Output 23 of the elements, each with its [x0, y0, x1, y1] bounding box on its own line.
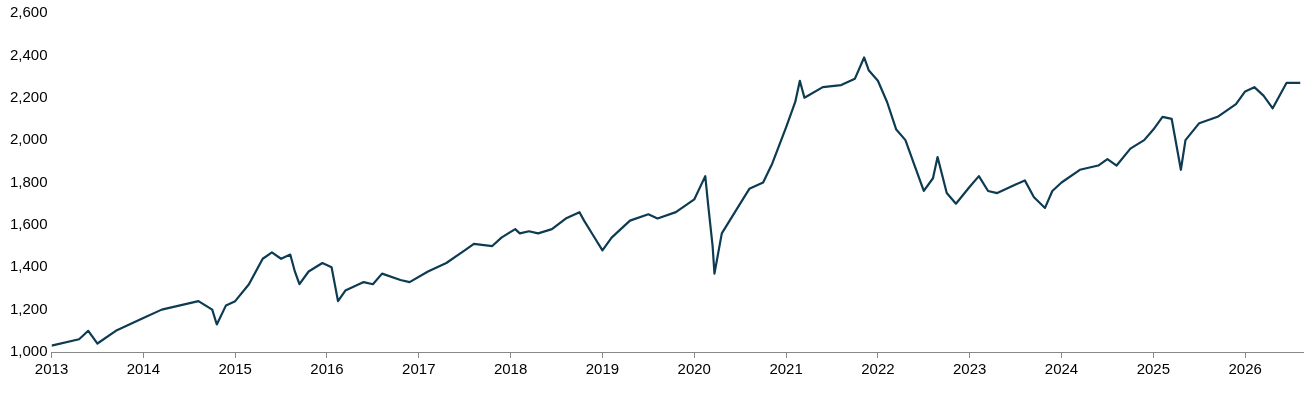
x-tick-label: 2016 [310, 360, 344, 378]
y-tick-label: 1,000 [9, 342, 48, 360]
x-tick-label: 2021 [769, 360, 803, 378]
x-tick-label: 2014 [126, 360, 161, 378]
y-tick-label: 1,400 [9, 257, 48, 275]
y-tick-label: 1,600 [9, 215, 48, 233]
x-tick-label: 2026 [1228, 360, 1262, 378]
x-tick-label: 2018 [493, 360, 528, 378]
x-tick-label: 2025 [1136, 360, 1171, 378]
y-tick-label: 2,200 [9, 87, 48, 105]
x-tick-label: 2019 [585, 360, 620, 378]
x-tick-label: 2013 [34, 360, 69, 378]
x-tick-label: 2024 [1044, 360, 1079, 378]
y-tick-label: 2,400 [9, 45, 48, 63]
x-tick-label: 2017 [402, 360, 436, 378]
x-tick-label: 2015 [218, 360, 252, 378]
y-tick-label: 2,000 [9, 130, 48, 148]
x-tick-label: 2022 [861, 360, 895, 378]
y-tick-label: 1,200 [9, 299, 48, 317]
x-tick-label: 2020 [677, 360, 711, 378]
x-tick-label: 2023 [953, 360, 987, 378]
y-tick-label: 2,600 [9, 3, 48, 21]
y-tick-label: 1,800 [9, 172, 48, 190]
